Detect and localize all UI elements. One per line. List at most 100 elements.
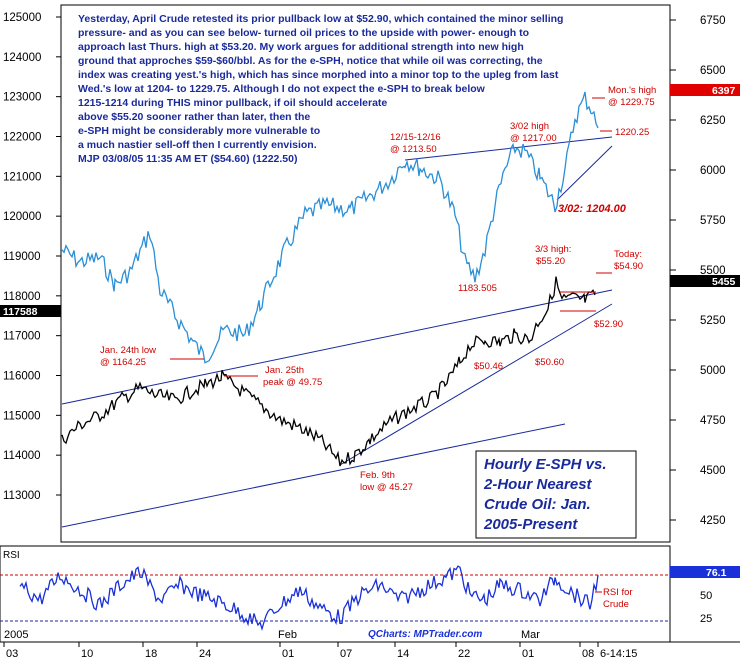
sph-1220-label: 1220.25: [615, 127, 649, 138]
title-line-3: Crude Oil: Jan.: [484, 496, 591, 513]
sph-302-trendline: [556, 145, 613, 201]
right-tick-label: 6750: [700, 15, 726, 27]
right-tick-label: 5500: [700, 265, 726, 277]
left-tick-label: 119000: [3, 251, 41, 263]
sph-series-line: [61, 91, 599, 364]
x-tick-label: 03: [6, 648, 18, 660]
commentary-line: MJP 03/08/05 11:35 AM ET ($54.60) (1222.…: [78, 153, 297, 165]
oil-feb9-value: low @ 45.27: [360, 482, 413, 493]
left-current-value: 117588: [3, 306, 38, 318]
title-line-2: 2-Hour Nearest: [483, 476, 593, 493]
commentary-line: Yesterday, April Crude retested its prio…: [78, 13, 563, 25]
right-tick-label: 6250: [700, 115, 726, 127]
commentary-line: pressure- and as you can see below- turn…: [78, 27, 529, 39]
x-axis: 03 10 18 24 01 07 14 22 01 08 6-14:15: [3, 642, 637, 660]
x-tick-label: 22: [458, 648, 470, 660]
right-tick-label: 5250: [700, 315, 726, 327]
crude-current-value: 5455: [712, 276, 736, 288]
left-tick-label: 125000: [3, 12, 41, 24]
commentary-line: ground that approches $59-$60/bbl. As fo…: [78, 55, 543, 67]
oil-jan25-label: Jan. 25th: [265, 365, 304, 376]
annotations: Jan. 24th low @ 1164.25 12/15-12/16 @ 12…: [100, 85, 656, 493]
right-tick-label: 6000: [700, 165, 726, 177]
oil-upleg-trendline: [339, 303, 613, 466]
rsi-tick-25: 25: [700, 613, 712, 625]
x-tick-label: 14: [397, 648, 409, 660]
sph-low-label: 1183.505: [458, 283, 497, 294]
oil-today-value: $54.90: [614, 261, 643, 272]
commentary-line: Wed.'s low at 1204- to 1229.75. Although…: [78, 83, 486, 95]
commentary-line: e-SPH might be considerably more vulnera…: [78, 125, 320, 137]
rsi-label: RSI: [3, 550, 20, 561]
commentary-line: index was creating yest.'s high, which h…: [78, 69, 559, 81]
oil-jan25-value: peak @ 49.75: [263, 377, 322, 388]
sph-302low-label: 3/02: 1204.00: [558, 203, 627, 215]
left-tick-label: 120000: [3, 211, 41, 223]
rsi-current-tag: [670, 566, 740, 578]
commentary-line: above $55.20 sooner rather than later, t…: [78, 111, 310, 123]
commentary-line: a much nastier sell-off then I currently…: [78, 139, 317, 151]
rsi-tick-50: 50: [700, 590, 712, 602]
crude-series-line: [61, 276, 596, 467]
oil-feb9-label: Feb. 9th: [360, 470, 395, 481]
commentary-line: approach last Thurs. high at $53.20. My …: [78, 41, 524, 53]
commentary-line: 1215-1214 during THIS minor pullback, if…: [78, 97, 387, 109]
left-tick-label: 118000: [3, 291, 41, 303]
title-box-text: Hourly E-SPH vs. 2-Hour Nearest Crude Oi…: [483, 456, 607, 533]
left-current-tag: [0, 305, 61, 317]
right-tick-label: 5000: [700, 365, 726, 377]
x-tick-label: 24: [199, 648, 211, 660]
rsi-current-value: 76.1: [706, 567, 727, 579]
sph-upper-trendline: [61, 289, 613, 405]
x-tick-label: 08: [582, 648, 594, 660]
oil-lower-trendline: [61, 423, 566, 528]
x-tick-label: 07: [340, 648, 352, 660]
x-tick-label: 6-14:15: [600, 648, 637, 660]
trendlines: [61, 136, 613, 528]
left-tick-label: 114000: [3, 450, 41, 462]
right-tick-label: 4250: [700, 515, 726, 527]
left-tick-label: 117000: [3, 331, 41, 343]
right-tick-label: 6500: [700, 65, 726, 77]
oil-33high-label: 3/3 high:: [535, 244, 571, 255]
right-tick-label: 5750: [700, 215, 726, 227]
price-panel-frame: [60, 4, 671, 543]
right-axis: 6750 6500 6250 6000 5750 5500 5250 5000 4750 4500…: [670, 15, 726, 527]
x-tick-label: 18: [145, 648, 157, 660]
x-tick-label: 01: [522, 648, 534, 660]
x-tick-label: 10: [81, 648, 93, 660]
left-tick-label: 122000: [3, 132, 41, 144]
month-label-2005: 2005: [4, 629, 28, 641]
left-tick-label: 123000: [3, 92, 41, 104]
sph-current-tag: [670, 84, 740, 96]
left-tick-label: 116000: [3, 371, 41, 383]
rsi-line: [19, 565, 599, 632]
sph-jan24-label: Jan. 24th low: [100, 345, 156, 356]
sph-monhigh-label: Mon.'s high: [608, 85, 656, 96]
left-tick-label: 124000: [3, 52, 41, 64]
oil-5060-label: $50.60: [535, 357, 564, 368]
title-box: [475, 450, 637, 539]
right-tick-label: 4750: [700, 415, 726, 427]
rsi-caption-1: RSI for: [603, 587, 633, 598]
oil-today-label: Today:: [614, 249, 642, 260]
left-tick-label: 115000: [3, 410, 41, 422]
sph-dec-label: 12/15-12/16: [390, 132, 441, 143]
left-tick-label: 121000: [3, 171, 41, 183]
left-axis: 125000 124000 123000 122000 121000 120000 1190…: [3, 12, 61, 502]
commentary-text: Yesterday, April Crude retested its prio…: [78, 13, 563, 165]
sph-302high-value: @ 1217.00: [510, 133, 557, 144]
right-tick-label: 4500: [700, 465, 726, 477]
oil-5046-label: $50.46: [474, 361, 503, 372]
title-line-4: 2005-Present: [483, 516, 578, 533]
x-tick-label: 01: [282, 648, 294, 660]
left-tick-label: 113000: [3, 490, 41, 502]
month-label-feb: Feb: [278, 629, 297, 641]
title-line-1: Hourly E-SPH vs.: [484, 456, 607, 473]
sph-monhigh-value: @ 1229.75: [608, 97, 655, 108]
oil-5290-label: $52.90: [594, 319, 623, 330]
sph-dec-value: @ 1213.50: [390, 144, 437, 155]
sph-dec-resistance-line: [404, 136, 613, 161]
sph-302high-label: 3/02 high: [510, 121, 549, 132]
